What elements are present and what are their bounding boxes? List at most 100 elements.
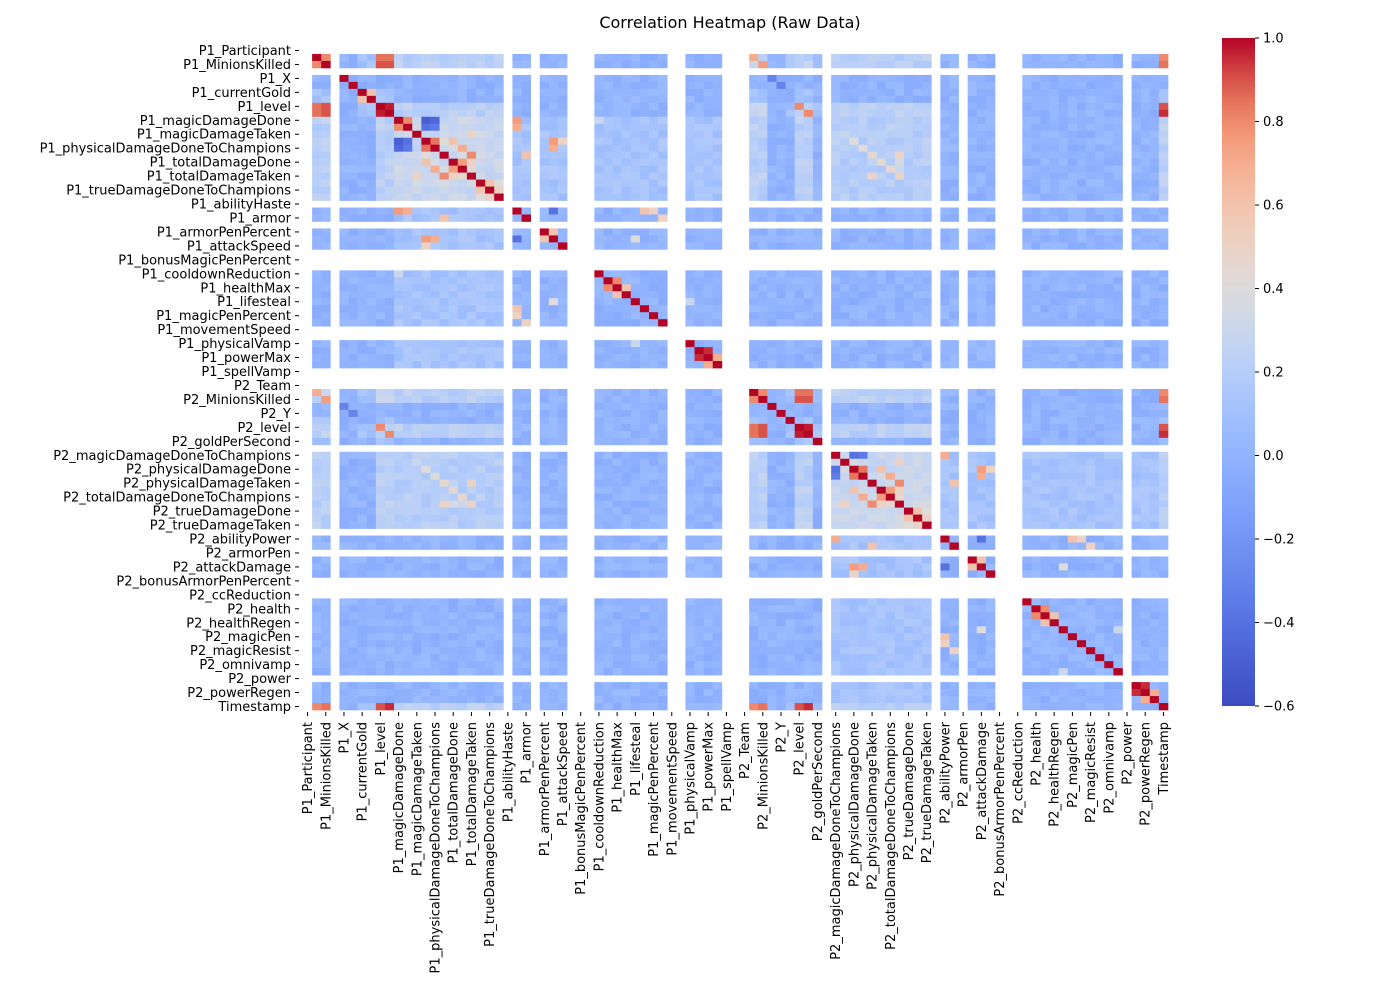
heatmap-cell — [685, 563, 695, 571]
heatmap-cell — [858, 53, 868, 62]
heatmap-cell — [375, 458, 386, 467]
heatmap-cell — [1040, 395, 1050, 404]
heatmap-cell — [548, 340, 559, 348]
heatmap-cell — [658, 179, 668, 187]
heatmap-cell — [603, 60, 613, 69]
heatmap-cell — [603, 242, 613, 250]
heatmap-cell — [785, 626, 796, 634]
heatmap-cell — [1158, 235, 1169, 243]
heatmap-cell — [1131, 144, 1142, 153]
heatmap-cells — [312, 53, 1169, 711]
heatmap-cell — [1140, 409, 1151, 418]
heatmap-cell — [348, 514, 358, 522]
heatmap-cell — [557, 416, 568, 425]
heatmap-cell — [430, 535, 440, 543]
heatmap-cell — [430, 423, 440, 432]
heatmap-cell — [785, 472, 796, 481]
heatmap-cell — [1049, 479, 1060, 488]
heatmap-cell — [831, 158, 841, 166]
heatmap-cell — [749, 305, 759, 313]
heatmap-cell — [557, 102, 568, 111]
heatmap-cell — [494, 542, 504, 550]
heatmap-cell — [1067, 605, 1078, 613]
heatmap-cell — [1049, 514, 1060, 522]
heatmap-cell — [1086, 242, 1096, 250]
heatmap-cell — [466, 242, 477, 250]
heatmap-cell — [849, 235, 859, 243]
heatmap-cell — [967, 542, 978, 550]
heatmap-cell — [903, 507, 914, 515]
heatmap-cell — [639, 437, 650, 446]
heatmap-cell — [1104, 130, 1114, 139]
heatmap-cell — [794, 312, 805, 320]
heatmap-cell — [940, 354, 950, 362]
heatmap-cell — [639, 354, 650, 362]
heatmap-cell — [1086, 158, 1096, 166]
heatmap-cell — [649, 60, 659, 69]
heatmap-cell — [1031, 556, 1041, 564]
heatmap-cell — [967, 458, 978, 467]
heatmap-cell — [1104, 430, 1114, 439]
heatmap-cell — [366, 416, 377, 425]
heatmap-cell — [1076, 500, 1087, 508]
heatmap-cell — [1104, 340, 1114, 348]
heatmap-cell — [1076, 130, 1087, 139]
heatmap-cell — [1040, 228, 1050, 236]
heatmap-cell — [894, 312, 905, 320]
heatmap-cell — [940, 291, 950, 299]
heatmap-cell — [321, 514, 331, 522]
heatmap-cell — [794, 270, 805, 278]
heatmap-cell — [466, 423, 477, 432]
heatmap-cell — [876, 291, 887, 299]
heatmap-cell — [767, 270, 777, 278]
heatmap-cell — [1067, 556, 1078, 564]
heatmap-cell — [485, 284, 495, 292]
heatmap-cell — [312, 472, 322, 481]
heatmap-cell — [922, 451, 932, 460]
heatmap-cell — [949, 116, 959, 125]
heatmap-cell — [439, 88, 450, 97]
heatmap-cell — [494, 563, 504, 571]
heatmap-cell — [485, 109, 495, 118]
heatmap-cell — [1031, 388, 1041, 397]
heatmap-cell — [1140, 437, 1151, 446]
heatmap-cell — [903, 354, 914, 362]
heatmap-cell — [639, 493, 650, 501]
heatmap-cell — [1058, 116, 1069, 125]
heatmap-cell — [557, 514, 568, 522]
heatmap-cell — [1140, 95, 1151, 104]
heatmap-cell — [876, 395, 887, 404]
heatmap-cell — [694, 277, 704, 285]
heatmap-cell — [1140, 472, 1151, 481]
heatmap-cell — [1031, 535, 1041, 543]
heatmap-cell — [785, 507, 796, 515]
heatmap-cell — [858, 570, 868, 578]
heatmap-cell — [403, 354, 413, 362]
heatmap-cell — [312, 130, 322, 139]
heatmap-cell — [639, 74, 650, 83]
heatmap-cell — [985, 423, 996, 432]
heatmap-cell — [649, 619, 659, 627]
heatmap-cell — [812, 214, 823, 222]
heatmap-cell — [1086, 53, 1096, 62]
heatmap-cell — [803, 563, 814, 571]
heatmap-cell — [421, 493, 431, 501]
heatmap-cell — [594, 388, 604, 397]
heatmap-cell — [876, 465, 887, 474]
heatmap-cell — [867, 305, 877, 313]
heatmap-cell — [394, 291, 404, 299]
heatmap-cell — [375, 340, 386, 348]
heatmap-cell — [476, 158, 486, 166]
heatmap-cell — [849, 144, 859, 153]
heatmap-cell — [1031, 165, 1041, 173]
heatmap-cell — [521, 354, 531, 362]
heatmap-cell — [412, 451, 422, 460]
heatmap-cell — [439, 319, 450, 327]
heatmap-cell — [521, 123, 531, 132]
heatmap-cell — [812, 123, 823, 132]
heatmap-cell — [1113, 116, 1123, 125]
heatmap-cell — [312, 402, 322, 411]
heatmap-cell — [421, 305, 431, 313]
heatmap-cell — [1040, 81, 1050, 90]
heatmap-cell — [312, 242, 322, 250]
